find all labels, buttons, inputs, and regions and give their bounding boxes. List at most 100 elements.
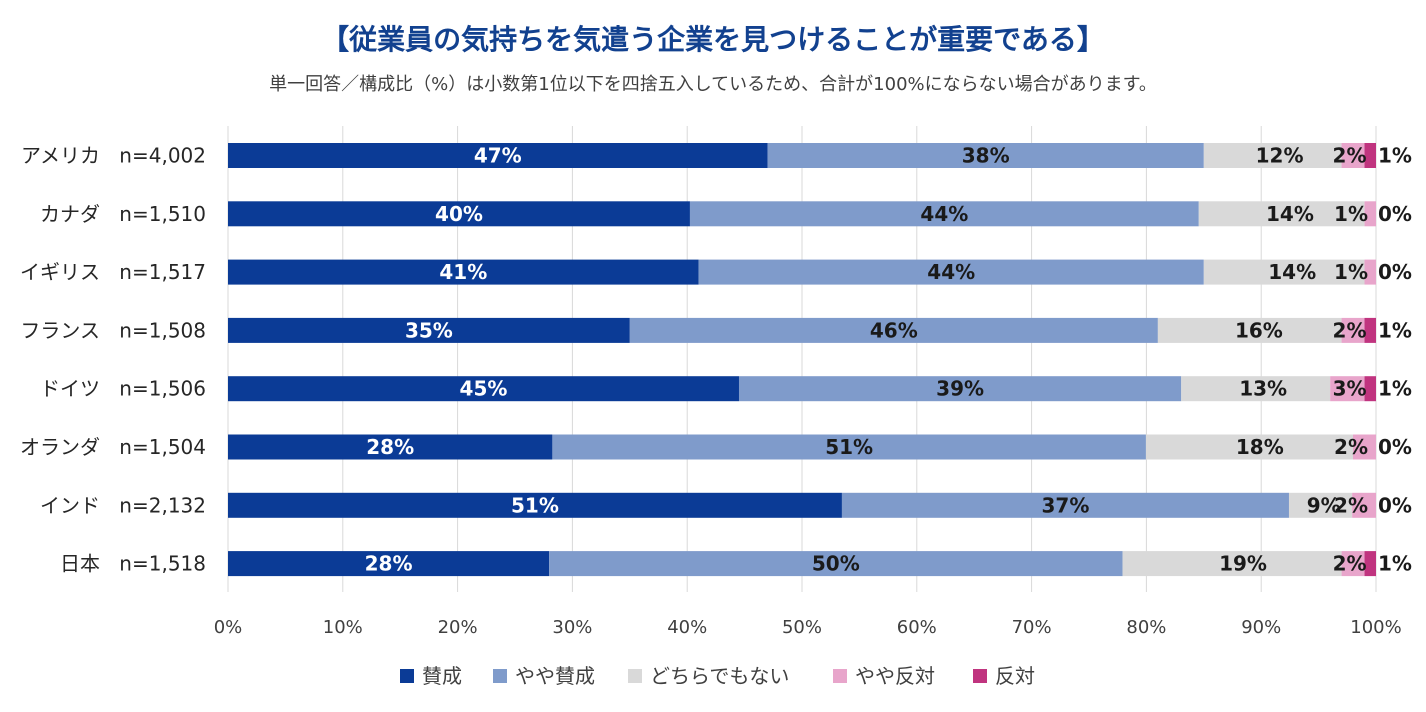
data-label: 9% xyxy=(1307,493,1341,517)
data-label: 14% xyxy=(1268,260,1316,284)
bar-segment xyxy=(228,434,553,460)
x-tick-label: 20% xyxy=(438,617,478,638)
bar-segment xyxy=(1341,317,1365,343)
bar-segment xyxy=(1157,317,1342,343)
data-label: 38% xyxy=(962,144,1010,168)
data-label: 46% xyxy=(870,318,918,342)
x-tick-label: 80% xyxy=(1126,617,1166,638)
data-label: 3% xyxy=(1333,377,1367,401)
bar-segment xyxy=(1364,317,1376,343)
bar-segment xyxy=(738,376,1182,402)
x-tick-label: 100% xyxy=(1350,617,1401,638)
category-label: フランス xyxy=(20,318,100,342)
data-label: 0% xyxy=(1378,260,1412,284)
category-label: インド xyxy=(40,493,100,517)
data-label: 16% xyxy=(1235,318,1283,342)
data-label: 28% xyxy=(366,435,414,459)
legend-label: 反対 xyxy=(995,664,1035,688)
category-label: イギリス xyxy=(20,260,100,284)
x-tick-labels: 0% 10% 20% 30% 40% 50% 60% 70% 80% 90% 100% xyxy=(214,617,1402,638)
sample-size-label: n=1,508 xyxy=(119,318,206,342)
bar-segment xyxy=(698,259,1204,285)
sample-size-label: n=1,510 xyxy=(119,202,206,226)
data-label: 0% xyxy=(1378,493,1412,517)
gridlines xyxy=(227,126,1377,592)
category-label: ドイツ xyxy=(40,377,100,401)
bar-segment xyxy=(1364,376,1376,402)
x-tick-label: 70% xyxy=(1012,617,1052,638)
data-label: 41% xyxy=(439,260,487,284)
data-label: 39% xyxy=(936,377,984,401)
data-label: 1% xyxy=(1334,202,1368,226)
data-label: 28% xyxy=(365,552,413,576)
bar-segments xyxy=(228,143,1376,577)
bar-segment xyxy=(228,376,739,402)
sample-size-label: n=1,504 xyxy=(119,435,206,459)
data-label: 1% xyxy=(1378,318,1412,342)
bar-segment xyxy=(689,201,1199,227)
data-label: 2% xyxy=(1333,144,1367,168)
data-label: 35% xyxy=(405,318,453,342)
bar-segment xyxy=(1352,492,1376,518)
data-label: 51% xyxy=(511,493,559,517)
data-label: 1% xyxy=(1378,377,1412,401)
bar-segment xyxy=(629,317,1158,343)
bar-segment xyxy=(1364,551,1376,577)
data-label: 44% xyxy=(920,202,968,226)
sample-size-label: n=1,518 xyxy=(119,552,206,576)
data-label: 40% xyxy=(435,202,483,226)
bar-segment xyxy=(1122,551,1342,577)
legend-swatch xyxy=(628,669,642,683)
bar-segment xyxy=(1364,201,1376,227)
bar-segment xyxy=(1341,551,1365,577)
x-tick-label: 0% xyxy=(214,617,243,638)
bar-segment xyxy=(841,492,1289,518)
data-label: 18% xyxy=(1236,435,1284,459)
data-label: 2% xyxy=(1333,552,1367,576)
legend-label: やや反対 xyxy=(855,664,935,688)
bar-segment xyxy=(1330,376,1365,402)
bar-segment xyxy=(549,551,1123,577)
bar-segment xyxy=(228,201,690,227)
data-label: 0% xyxy=(1378,202,1412,226)
bar-segment xyxy=(1352,434,1376,460)
category-label: 日本 xyxy=(60,552,100,576)
bar-segment xyxy=(228,551,550,577)
data-label: 1% xyxy=(1334,260,1368,284)
x-tick-label: 30% xyxy=(552,617,592,638)
data-label: 14% xyxy=(1266,202,1314,226)
bar-segment xyxy=(1203,259,1365,285)
data-label: 2% xyxy=(1334,493,1368,517)
data-label: 47% xyxy=(474,144,522,168)
data-label: 12% xyxy=(1256,144,1304,168)
legend-swatch xyxy=(400,669,414,683)
data-label: 50% xyxy=(812,552,860,576)
bar-segment xyxy=(1341,143,1365,168)
data-labels: 47% 38% 12% 2% 1% 40% 44% 14% 1% 0% 41% 44% 14% 1% 0% 3… xyxy=(365,144,1412,576)
x-tick-label: 50% xyxy=(782,617,822,638)
legend-swatch xyxy=(833,669,847,683)
bar-segment xyxy=(228,492,842,518)
sample-size-label: n=2,132 xyxy=(119,493,206,517)
bar-segment xyxy=(1181,376,1331,402)
data-label: 1% xyxy=(1378,552,1412,576)
legend-label: どちらでもない xyxy=(650,664,789,688)
bar-segment xyxy=(552,434,1146,460)
sample-size-label: n=4,002 xyxy=(119,144,206,168)
bar-segment xyxy=(1288,492,1353,518)
legend-swatch xyxy=(493,669,507,683)
x-tick-label: 90% xyxy=(1241,617,1281,638)
bar-segment xyxy=(1145,434,1353,460)
sample-size-label: n=1,517 xyxy=(119,260,206,284)
bar-segment xyxy=(767,143,1204,168)
bar-segment xyxy=(1198,201,1365,227)
bar-segment xyxy=(1364,143,1376,168)
sample-size-label: n=1,506 xyxy=(119,377,206,401)
chart-title: 【従業員の気持ちを気遣う企業を見つけることが重要である】 xyxy=(321,23,1105,56)
x-tick-label: 10% xyxy=(323,617,363,638)
bar-segment xyxy=(228,259,699,285)
bar-segment xyxy=(1203,143,1342,168)
data-label: 19% xyxy=(1219,552,1267,576)
bar-segment xyxy=(228,143,768,168)
